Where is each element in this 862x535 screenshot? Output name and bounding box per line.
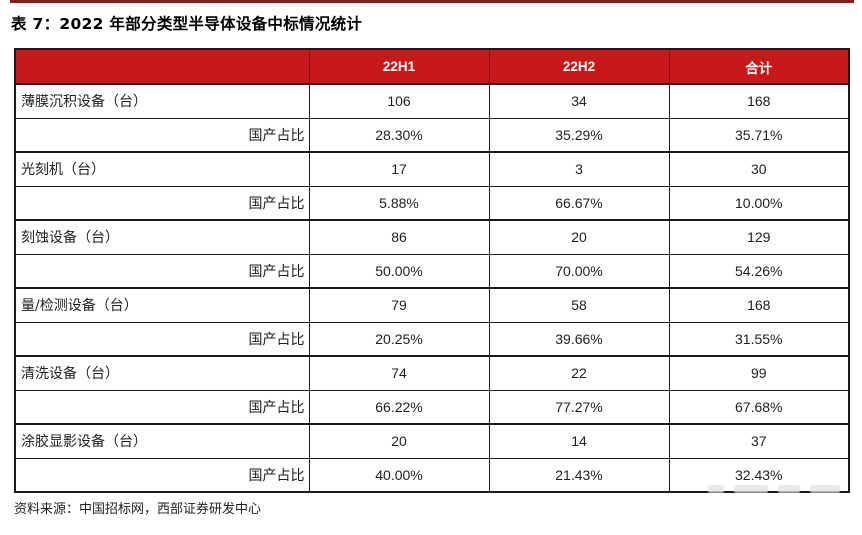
- value-cell: 37: [668, 423, 850, 459]
- value-cell: 74: [308, 355, 490, 391]
- value-cell: 50.00%: [308, 253, 490, 289]
- value-cell: 67.68%: [668, 389, 850, 425]
- value-cell: 17: [308, 151, 490, 187]
- value-cell: 129: [668, 219, 850, 255]
- table-row: 国产占比 50.00% 70.00% 54.26%: [14, 253, 850, 289]
- device-label: 光刻机（台）: [14, 151, 310, 187]
- value-cell: 168: [668, 83, 850, 119]
- value-cell: 77.27%: [488, 389, 670, 425]
- header-cell-22h1: 22H1: [308, 49, 490, 85]
- table-row: 国产占比 40.00% 21.43% 32.43%: [14, 457, 850, 493]
- value-cell: 40.00%: [308, 457, 490, 493]
- table-row: 国产占比 20.25% 39.66% 31.55%: [14, 321, 850, 357]
- value-cell: 35.29%: [488, 117, 670, 153]
- share-label: 国产占比: [14, 253, 310, 289]
- share-label: 国产占比: [14, 389, 310, 425]
- value-cell: 66.67%: [488, 185, 670, 221]
- value-cell: 3: [488, 151, 670, 187]
- table-row: 国产占比 28.30% 35.29% 35.71%: [14, 117, 850, 153]
- value-cell: 35.71%: [668, 117, 850, 153]
- value-cell: 10.00%: [668, 185, 850, 221]
- table-header-row: 22H1 22H2 合计: [14, 49, 850, 85]
- value-cell: 58: [488, 287, 670, 323]
- value-cell: 31.55%: [668, 321, 850, 357]
- value-cell: 20.25%: [308, 321, 490, 357]
- value-cell: 106: [308, 83, 490, 119]
- table-row: 量/检测设备（台） 79 58 168: [14, 287, 850, 323]
- table-row: 光刻机（台） 17 3 30: [14, 151, 850, 187]
- table-row: 国产占比 5.88% 66.67% 10.00%: [14, 185, 850, 221]
- value-cell: 34: [488, 83, 670, 119]
- table-row: 涂胶显影设备（台） 20 14 37: [14, 423, 850, 459]
- header-cell-total: 合计: [668, 49, 850, 85]
- value-cell: 79: [308, 287, 490, 323]
- share-label: 国产占比: [14, 117, 310, 153]
- device-label: 清洗设备（台）: [14, 355, 310, 391]
- value-cell: 20: [488, 219, 670, 255]
- semiconductor-bidding-table: 22H1 22H2 合计 薄膜沉积设备（台） 106 34 168 国产占比 2…: [14, 48, 850, 493]
- table-row: 国产占比 66.22% 77.27% 67.68%: [14, 389, 850, 425]
- value-cell: 20: [308, 423, 490, 459]
- value-cell: 14: [488, 423, 670, 459]
- device-label: 薄膜沉积设备（台）: [14, 83, 310, 119]
- header-cell-empty: [14, 49, 310, 85]
- device-label: 涂胶显影设备（台）: [14, 423, 310, 459]
- value-cell: 21.43%: [488, 457, 670, 493]
- source-note: 资料来源：中国招标网，西部证券研发中心: [14, 502, 262, 517]
- top-divider-rule: [10, 0, 854, 3]
- value-cell: 54.26%: [668, 253, 850, 289]
- faded-watermark: [708, 485, 840, 493]
- value-cell: 5.88%: [308, 185, 490, 221]
- value-cell: 66.22%: [308, 389, 490, 425]
- value-cell: 168: [668, 287, 850, 323]
- device-label: 刻蚀设备（台）: [14, 219, 310, 255]
- share-label: 国产占比: [14, 185, 310, 221]
- value-cell: 39.66%: [488, 321, 670, 357]
- value-cell: 70.00%: [488, 253, 670, 289]
- value-cell: 86: [308, 219, 490, 255]
- value-cell: 30: [668, 151, 850, 187]
- table-row: 刻蚀设备（台） 86 20 129: [14, 219, 850, 255]
- value-cell: 99: [668, 355, 850, 391]
- value-cell: 22: [488, 355, 670, 391]
- table-row: 清洗设备（台） 74 22 99: [14, 355, 850, 391]
- device-label: 量/检测设备（台）: [14, 287, 310, 323]
- header-cell-22h2: 22H2: [488, 49, 670, 85]
- share-label: 国产占比: [14, 457, 310, 493]
- share-label: 国产占比: [14, 321, 310, 357]
- table-row: 薄膜沉积设备（台） 106 34 168: [14, 83, 850, 119]
- value-cell: 28.30%: [308, 117, 490, 153]
- table-title: 表 7：2022 年部分类型半导体设备中标情况统计: [11, 15, 363, 33]
